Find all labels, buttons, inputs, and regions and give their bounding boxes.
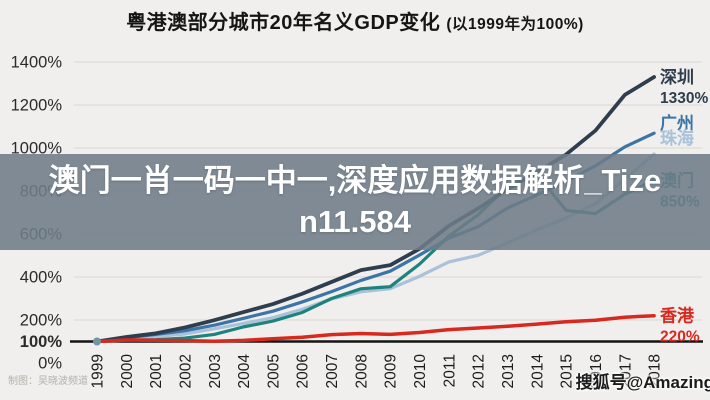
- x-tick-label-2018: 2018: [647, 354, 664, 388]
- x-tick-label-2016: 2016: [588, 354, 605, 388]
- x-tick-label-2007: 2007: [324, 354, 341, 388]
- series-name-label-hongkong: 香港: [660, 306, 695, 326]
- y-tick-label-100: 100%: [20, 333, 63, 351]
- sohu-watermark: 搜狐号@Amazing: [575, 373, 710, 392]
- series-value-label-shenzhen: 1330%: [660, 90, 708, 107]
- series-line-hongkong: [95, 313, 656, 344]
- series-name-label-shenzhen: 深圳: [660, 67, 694, 87]
- overlay-text-line-2: n11.584: [298, 204, 412, 239]
- x-tick-label-2005: 2005: [265, 354, 282, 388]
- chart-title-main: 粤港澳部分城市20年名义GDP变化: [126, 12, 441, 34]
- x-tick-label-2002: 2002: [177, 354, 194, 388]
- x-tick-label-1999: 1999: [90, 354, 107, 388]
- x-tick-label-2013: 2013: [500, 354, 517, 388]
- y-tick-label-1000: 1000%: [11, 140, 63, 158]
- x-tick-label-2001: 2001: [148, 354, 165, 388]
- y-tick-label-400: 400%: [20, 269, 63, 287]
- overlay-banner: 澳门一肖一码一中一,深度应用数据解析_Tize n11.584: [0, 154, 710, 250]
- y-tick-label-200: 200%: [20, 312, 63, 330]
- chart-title-subtitle: (以1999年为100%): [446, 16, 584, 33]
- y-tick-label-1400: 1400%: [11, 54, 63, 72]
- x-tick-label-2012: 2012: [471, 354, 488, 388]
- chart-title: 粤港澳部分城市20年名义GDP变化 (以1999年为100%): [0, 6, 710, 35]
- x-tick-label-2015: 2015: [559, 354, 576, 388]
- x-tick-label-2011: 2011: [441, 354, 458, 387]
- y-tick-label-0: 0%: [38, 355, 62, 373]
- x-tick-label-2010: 2010: [412, 354, 429, 389]
- start-dot-1999: [93, 337, 101, 346]
- x-tick-label-2006: 2006: [295, 354, 312, 388]
- x-tick-label-2017: 2017: [617, 354, 634, 388]
- overlay-text-line-1: 澳门一肖一码一中一,深度应用数据解析_Tize: [48, 163, 662, 199]
- series-value-label-hongkong: 220%: [660, 329, 700, 346]
- x-tick-label-2000: 2000: [119, 354, 136, 389]
- y-tick-label-1200: 1200%: [11, 97, 63, 115]
- x-tick-label-2004: 2004: [236, 354, 253, 389]
- chart-credit: 制图：吴晓波频道: [8, 376, 88, 387]
- x-tick-label-2014: 2014: [529, 354, 546, 389]
- series-name-label-guangzhou: 广州: [660, 113, 694, 133]
- x-tick-label-2009: 2009: [383, 354, 400, 388]
- x-tick-label-2003: 2003: [207, 354, 224, 388]
- x-tick-label-2008: 2008: [353, 354, 370, 388]
- series-name-label-zhuhai: 珠海: [660, 128, 694, 148]
